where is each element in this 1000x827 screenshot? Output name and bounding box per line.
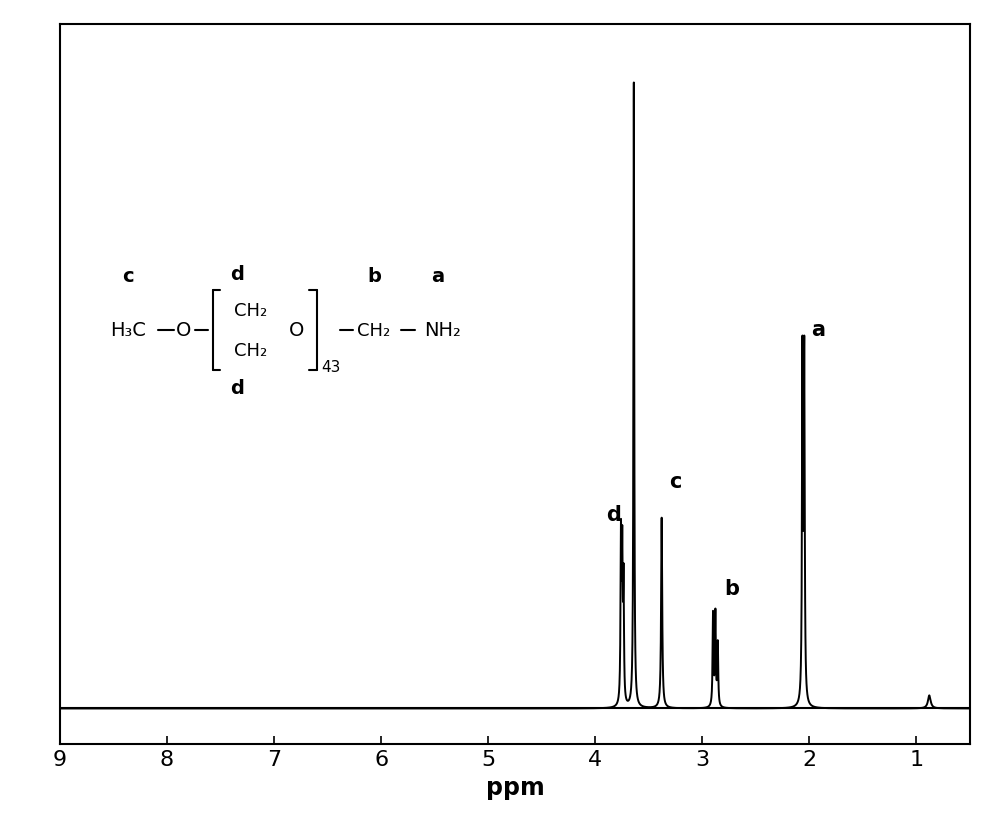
Text: d: d [231,379,244,398]
Text: b: b [367,267,381,286]
X-axis label: ppm: ppm [486,775,544,799]
Text: O: O [289,321,304,340]
Text: H₃C: H₃C [110,321,146,340]
Text: NH₂: NH₂ [424,321,461,340]
Text: c: c [669,471,682,491]
Text: b: b [724,579,739,599]
Text: CH₂: CH₂ [234,302,268,319]
Text: c: c [122,267,134,286]
Text: CH₂: CH₂ [234,342,268,360]
Text: d: d [606,504,621,524]
Text: 43: 43 [321,359,341,374]
Text: a: a [811,320,825,340]
Text: d: d [231,265,244,284]
Text: O: O [176,321,191,340]
Text: a: a [431,267,444,286]
Text: CH₂: CH₂ [357,322,391,340]
